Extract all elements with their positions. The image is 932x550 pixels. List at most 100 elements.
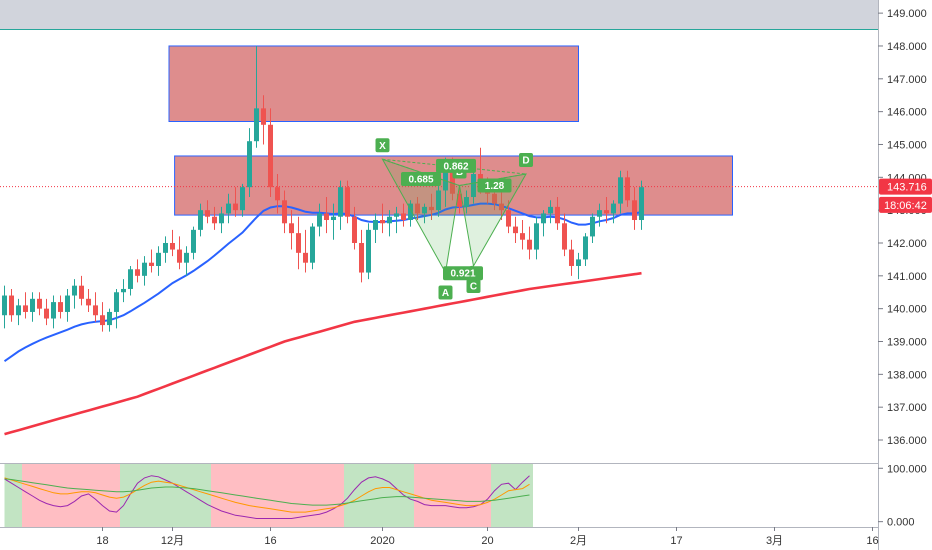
price-tick-label: 141.000 bbox=[887, 271, 927, 283]
candle-body bbox=[198, 210, 203, 230]
candle-body bbox=[9, 295, 14, 316]
countdown-badge-bg bbox=[879, 196, 932, 213]
last-price-badge: 143.716 bbox=[879, 178, 932, 195]
candle-37 bbox=[261, 95, 266, 145]
candle-body bbox=[359, 242, 364, 273]
candle-32 bbox=[226, 193, 231, 224]
time-tick-label: 18 bbox=[96, 535, 108, 547]
candle-body bbox=[450, 170, 455, 194]
candle-body bbox=[345, 187, 350, 217]
candle-16 bbox=[114, 288, 119, 329]
candle-body bbox=[499, 203, 504, 211]
candle-79 bbox=[555, 197, 560, 230]
price-tick-label: 142.000 bbox=[887, 238, 927, 250]
candle-45 bbox=[317, 203, 322, 237]
candle-31 bbox=[219, 206, 224, 234]
candle-11 bbox=[79, 275, 84, 306]
candle-body bbox=[44, 308, 49, 319]
pattern-point-label: D bbox=[522, 156, 529, 167]
candle-82 bbox=[576, 252, 581, 280]
candle-8 bbox=[58, 295, 63, 319]
countdown-value: 18:06:42 bbox=[884, 200, 927, 212]
candle-body bbox=[23, 305, 28, 312]
candle-body bbox=[527, 239, 532, 250]
candle-body bbox=[415, 203, 420, 214]
candle-body bbox=[275, 187, 280, 201]
oscillator-axis: 100.000 0.000 bbox=[878, 463, 927, 529]
last-price-value: 143.716 bbox=[887, 182, 927, 194]
pattern-ratio-label: 1.28 bbox=[485, 181, 505, 192]
candle-34 bbox=[240, 183, 245, 217]
pattern-point-bg bbox=[519, 153, 533, 168]
candle-body bbox=[555, 206, 560, 224]
candle-body bbox=[520, 233, 525, 240]
candle-body bbox=[534, 223, 539, 250]
candle-26 bbox=[184, 246, 189, 276]
last-price-badge-bg bbox=[879, 178, 932, 195]
candle-body bbox=[135, 269, 140, 276]
candle-89 bbox=[625, 170, 630, 207]
candle-body bbox=[296, 233, 301, 253]
pattern-ratio-bg bbox=[436, 158, 476, 173]
candle-body bbox=[394, 213, 399, 217]
time-tick-label: 16 bbox=[264, 535, 276, 547]
candle-body bbox=[338, 187, 343, 217]
candle-62 bbox=[436, 183, 441, 217]
candle-body bbox=[352, 216, 357, 243]
candle-body bbox=[240, 187, 245, 211]
candle-28 bbox=[198, 203, 203, 237]
candle-body bbox=[2, 295, 7, 316]
osc-background-bands bbox=[4, 464, 533, 527]
pattern-ratio-0: 0.685 bbox=[401, 171, 441, 186]
time-tick-label: 16 bbox=[866, 535, 878, 547]
candle-body bbox=[100, 315, 105, 326]
candle-22 bbox=[156, 246, 161, 276]
pattern-ratio-label: 0.862 bbox=[443, 161, 468, 172]
candle-12 bbox=[86, 288, 91, 312]
pattern-ratio-3: 0.921 bbox=[443, 266, 483, 281]
candle-27 bbox=[191, 226, 196, 260]
osc-band-0 bbox=[4, 464, 22, 527]
top-band-rect bbox=[0, 0, 878, 30]
candle-body bbox=[611, 203, 616, 214]
candle-body bbox=[65, 295, 70, 312]
candle-body bbox=[632, 200, 637, 221]
candle-body bbox=[212, 216, 217, 224]
candle-body bbox=[513, 226, 518, 234]
candle-48 bbox=[338, 180, 343, 230]
candle-20 bbox=[142, 256, 147, 286]
pattern-ratio-label: 0.685 bbox=[408, 174, 433, 185]
pattern-point-x: X bbox=[375, 138, 390, 153]
candle-4 bbox=[30, 292, 35, 322]
candle-67 bbox=[471, 167, 476, 204]
price-tick-label: 138.000 bbox=[887, 369, 927, 381]
candle-51 bbox=[359, 229, 364, 283]
candle-42 bbox=[296, 216, 301, 270]
candle-body bbox=[401, 213, 406, 221]
candle-30 bbox=[212, 206, 217, 230]
candle-body bbox=[373, 220, 378, 230]
candlestick-series bbox=[2, 45, 644, 332]
pattern-point-bg bbox=[375, 138, 390, 153]
candle-33 bbox=[233, 187, 238, 217]
candle-13 bbox=[93, 292, 98, 322]
candle-44 bbox=[310, 223, 315, 270]
candle-body bbox=[58, 302, 63, 312]
price-tick-label: 148.000 bbox=[887, 41, 927, 53]
candle-body bbox=[114, 292, 119, 312]
osc-line-0 bbox=[4, 475, 530, 519]
candle-85 bbox=[597, 203, 602, 227]
price-axis-panel[interactable] bbox=[878, 0, 932, 550]
candle-body bbox=[86, 298, 91, 306]
pattern-point-d: D bbox=[519, 153, 533, 168]
candle-body bbox=[324, 213, 329, 221]
candle-body bbox=[604, 210, 609, 214]
candle-29 bbox=[205, 200, 210, 224]
candle-76 bbox=[534, 216, 539, 260]
candle-60 bbox=[422, 203, 427, 224]
time-axis[interactable]: 1812月162020202月173月164月205月 bbox=[96, 527, 932, 547]
candle-18 bbox=[128, 265, 133, 296]
candle-3 bbox=[23, 292, 28, 319]
candle-73 bbox=[513, 216, 518, 243]
candle-24 bbox=[170, 229, 175, 257]
